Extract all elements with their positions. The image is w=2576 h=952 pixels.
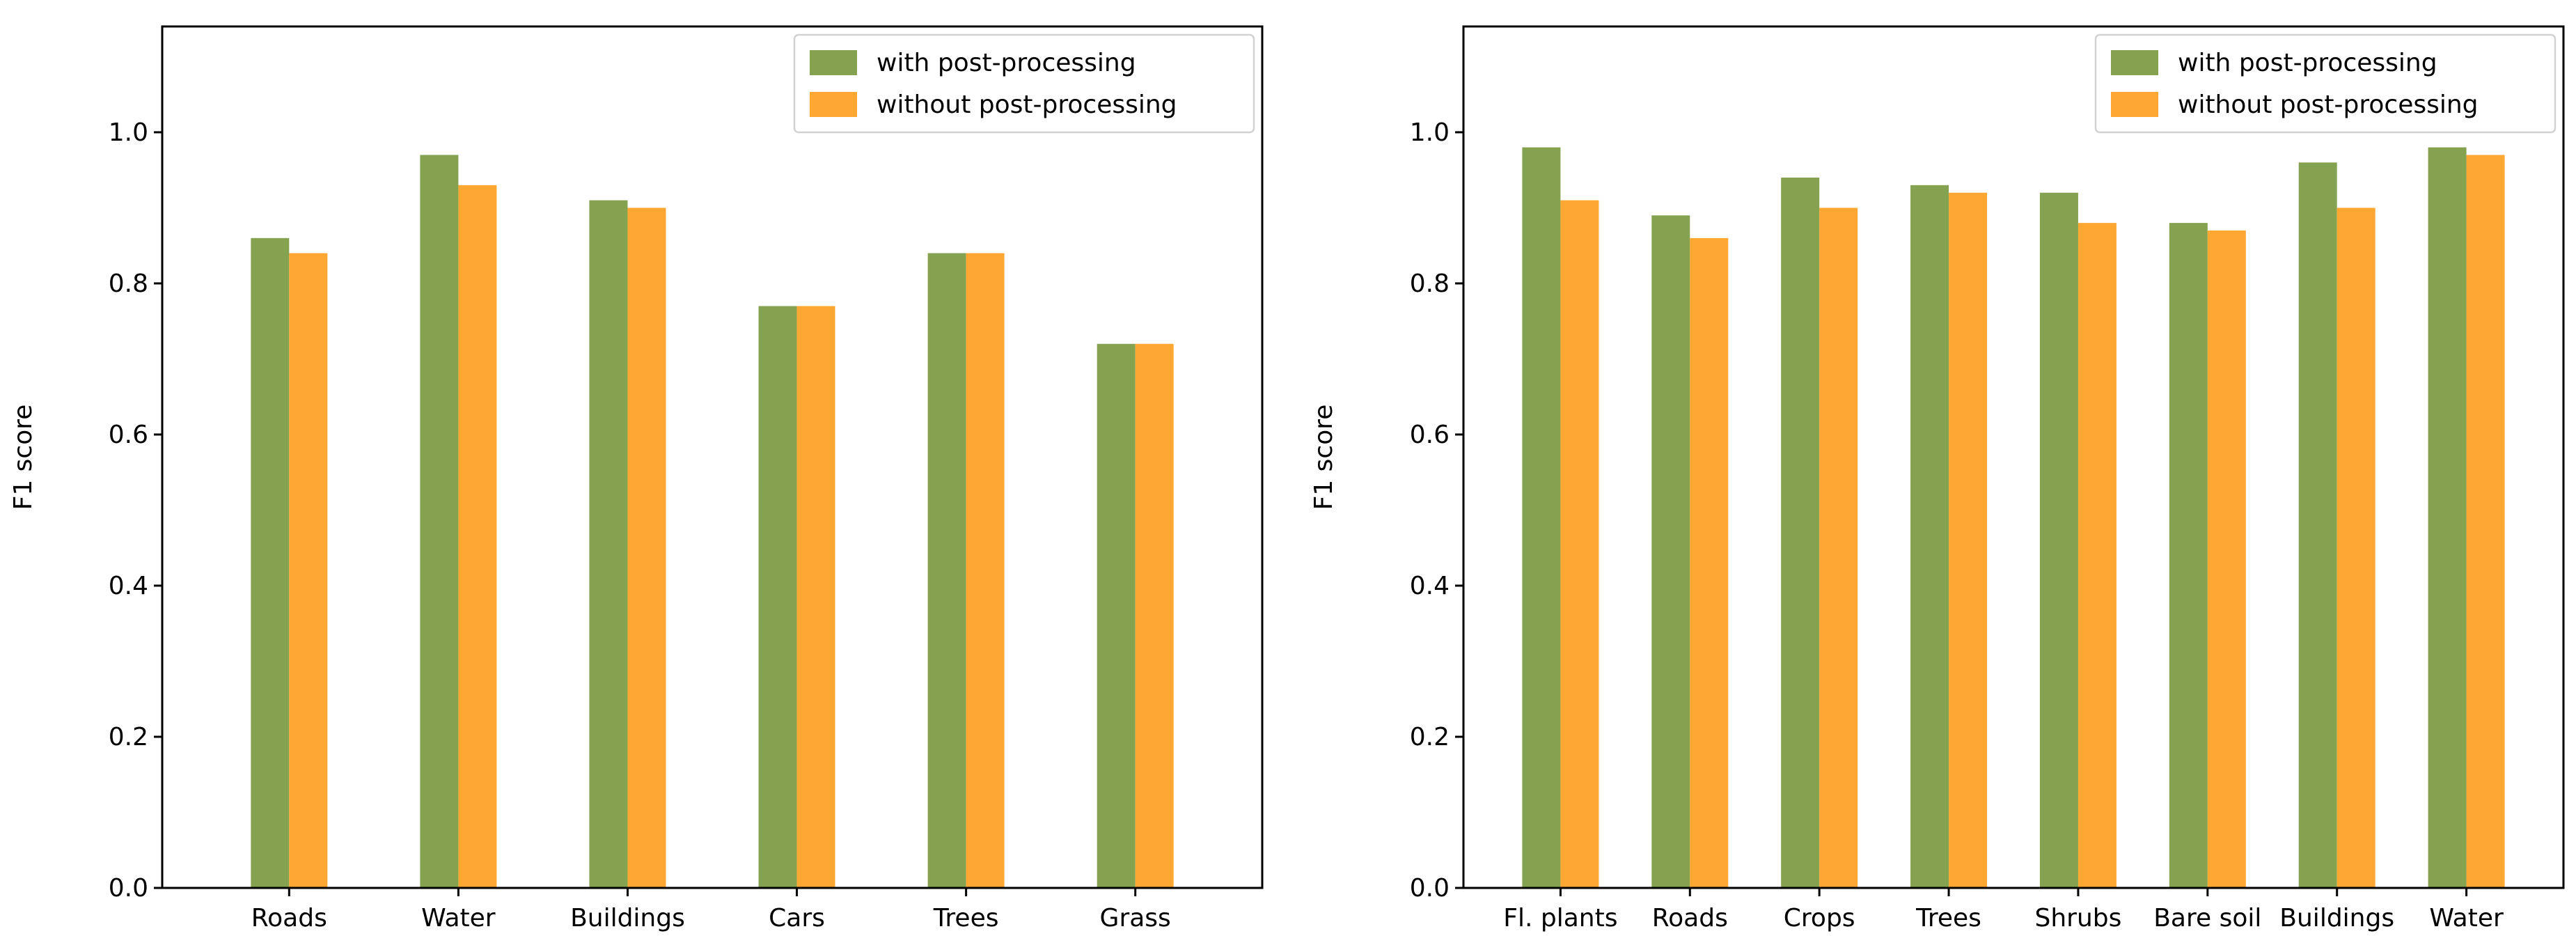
right-ytick-label-3: 0.6 bbox=[1410, 421, 1450, 449]
right-bar-without-0 bbox=[1560, 200, 1599, 888]
left-bar-with-0 bbox=[251, 237, 290, 888]
left-plot-frame bbox=[161, 25, 1264, 889]
left-legend-label-with: with post-processing bbox=[877, 49, 1136, 77]
left-ytick-label-4: 0.8 bbox=[109, 270, 148, 298]
left-y-axis-label: F1 score bbox=[9, 405, 38, 510]
right-bar-without-3 bbox=[1949, 192, 1988, 888]
left-bar-without-0 bbox=[289, 253, 328, 888]
right-ytick-label-0: 0.0 bbox=[1410, 874, 1450, 903]
left-xtick-label-1: Water bbox=[421, 904, 496, 933]
right-bar-with-5 bbox=[2169, 223, 2208, 888]
left-bar-with-2 bbox=[589, 200, 628, 888]
right-bar-with-3 bbox=[1910, 185, 1949, 888]
right-xtick-label-5: Bare soil bbox=[2153, 904, 2261, 933]
right-xtick-label-3: Trees bbox=[1915, 904, 1981, 933]
right-bar-without-7 bbox=[2466, 155, 2505, 889]
chart-left-panel: 0.0 0.2 0.4 0.6 0.8 1.0 Roads Water Buildings Car… bbox=[9, 25, 1264, 933]
right-legend-swatch-with bbox=[2111, 50, 2158, 75]
right-xtick-label-1: Roads bbox=[1652, 904, 1728, 933]
right-xtick-label-0: Fl. plants bbox=[1503, 904, 1617, 933]
right-legend-label-with: with post-processing bbox=[2178, 49, 2437, 77]
left-ytick-label-1: 0.2 bbox=[109, 723, 148, 751]
right-ytick-label-2: 0.4 bbox=[1410, 572, 1450, 600]
left-xtick-label-2: Buildings bbox=[570, 904, 685, 933]
right-bar-with-1 bbox=[1651, 215, 1690, 888]
left-legend: with post-processing without post-process… bbox=[793, 33, 1255, 134]
left-xtick-label-3: Cars bbox=[769, 904, 825, 933]
right-ytick-label-5: 1.0 bbox=[1410, 118, 1450, 147]
left-legend-swatch-with bbox=[810, 50, 857, 75]
left-ytick-label-0: 0.0 bbox=[109, 874, 148, 903]
left-bar-without-2 bbox=[627, 208, 666, 889]
left-bar-with-4 bbox=[927, 253, 966, 888]
right-plot-frame bbox=[1462, 25, 2565, 889]
left-legend-box bbox=[793, 33, 1255, 134]
chart-right-panel: 0.0 0.2 0.4 0.6 0.8 1.0 Fl. plants Roads Crops Tr… bbox=[1310, 25, 2565, 933]
right-ytick-label-4: 0.8 bbox=[1410, 270, 1450, 298]
right-xtick-label-2: Crops bbox=[1784, 904, 1855, 933]
right-xtick-label-7: Water bbox=[2429, 904, 2504, 933]
right-bar-with-7 bbox=[2428, 147, 2467, 889]
left-bar-without-4 bbox=[966, 253, 1005, 888]
left-bar-without-3 bbox=[796, 306, 835, 889]
right-bar-with-4 bbox=[2039, 192, 2078, 888]
right-bar-without-5 bbox=[2207, 230, 2246, 888]
left-bar-with-3 bbox=[758, 306, 797, 889]
right-xtick-label-6: Buildings bbox=[2279, 904, 2394, 933]
right-xtick-label-4: Shrubs bbox=[2034, 904, 2121, 933]
right-bar-with-0 bbox=[1522, 147, 1561, 889]
left-bar-without-5 bbox=[1135, 343, 1174, 889]
right-legend-label-without: without post-processing bbox=[2178, 91, 2479, 119]
right-bar-without-2 bbox=[1819, 208, 1858, 889]
left-ytick-label-3: 0.6 bbox=[109, 421, 148, 449]
left-xtick-label-4: Trees bbox=[933, 904, 999, 933]
left-ytick-label-2: 0.4 bbox=[109, 572, 148, 600]
right-bar-without-1 bbox=[1690, 237, 1729, 888]
right-y-axis-label: F1 score bbox=[1310, 405, 1338, 510]
left-legend-label-without: without post-processing bbox=[877, 91, 1177, 119]
left-ytick-label-5: 1.0 bbox=[109, 118, 148, 147]
right-legend: with post-processing without post-process… bbox=[2094, 33, 2557, 134]
left-xtick-label-5: Grass bbox=[1100, 904, 1171, 933]
left-bar-without-1 bbox=[458, 185, 497, 888]
left-legend-swatch-without bbox=[810, 92, 857, 117]
left-bar-with-5 bbox=[1097, 343, 1136, 889]
right-bar-with-2 bbox=[1781, 178, 1820, 888]
right-ytick-label-1: 0.2 bbox=[1410, 723, 1450, 751]
right-legend-swatch-without bbox=[2111, 92, 2158, 117]
left-xtick-label-0: Roads bbox=[251, 904, 327, 933]
right-bar-with-6 bbox=[2298, 162, 2337, 888]
left-bar-with-1 bbox=[420, 155, 459, 889]
right-bar-without-4 bbox=[2078, 223, 2116, 888]
right-bar-without-6 bbox=[2337, 208, 2375, 889]
right-legend-box bbox=[2094, 33, 2557, 134]
